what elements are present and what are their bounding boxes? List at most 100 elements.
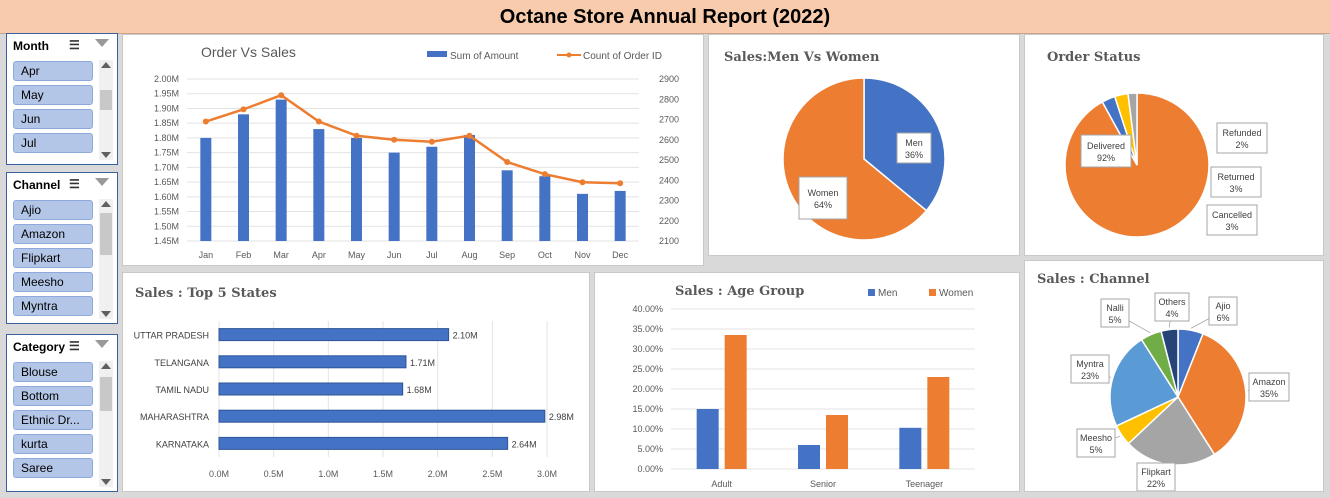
- slicer-item-apr[interactable]: Apr: [13, 61, 93, 81]
- multi-select-icon[interactable]: ☰: [69, 177, 80, 191]
- x-tick-label: Teenager: [906, 479, 944, 489]
- orders-point-nov: [579, 179, 586, 186]
- channel-slicer[interactable]: Channel ☰ Ajio Amazon Flipkart Meesho My…: [6, 172, 118, 324]
- x-tick-label: Aug: [461, 250, 477, 260]
- data-label-delivered-box: [1080, 134, 1132, 168]
- scroll-thumb[interactable]: [100, 377, 112, 411]
- plot-area: 0.0M 0.5M 1.0M 1.5M 2.0M 2.5M 3.0M UTTAR PRADES…: [134, 321, 574, 479]
- y-tick-label: 1.55M: [154, 207, 179, 217]
- slicer-item-kurta[interactable]: kurta: [13, 434, 93, 454]
- y-tick-label: 2.00M: [154, 74, 179, 84]
- order-vs-sales-chart[interactable]: Order Vs Sales Sum of Amount Count of Or…: [122, 34, 704, 266]
- slicer-item-jun[interactable]: Jun: [13, 109, 93, 129]
- data-label-myntra-box: [1070, 354, 1110, 384]
- orders-point-feb: [240, 106, 247, 113]
- slicer-header: Channel ☰: [7, 173, 117, 197]
- y-tick-label: 0.00%: [637, 464, 663, 474]
- multi-select-icon[interactable]: ☰: [69, 38, 80, 52]
- slicer-item-meesho[interactable]: Meesho: [13, 272, 93, 292]
- legend-swatch-men: [868, 289, 875, 296]
- data-label-tamil-nadu: 1.68M: [407, 385, 432, 395]
- data-label-nalli-box: [1100, 298, 1130, 328]
- channel-slicer-scrollbar[interactable]: [99, 199, 113, 319]
- men-vs-women-chart[interactable]: Sales:Men Vs Women Men 36% Women 64%: [708, 34, 1020, 256]
- legend-marker-orders: [566, 52, 572, 58]
- slicer-item-blouse[interactable]: Blouse: [13, 362, 93, 382]
- slicer-item-flipkart[interactable]: Flipkart: [13, 248, 93, 268]
- slicer-item-saree[interactable]: Saree: [13, 458, 93, 478]
- slicer-item-myntra[interactable]: Myntra: [13, 296, 93, 316]
- y2-tick-label: 2900: [659, 74, 679, 84]
- slicer-item-may[interactable]: May: [13, 85, 93, 105]
- top-states-chart[interactable]: Sales : Top 5 States 0.0M 0.5M 1.0M 1.5M 2.0…: [122, 272, 590, 492]
- sales-channel-chart[interactable]: Sales : Channel Ajio 6% Amazon 35% Flipkart 2…: [1024, 260, 1324, 492]
- bar-oct: [539, 176, 551, 241]
- bar-uttar-pradesh: [218, 328, 450, 342]
- bar-senior-women: [826, 415, 848, 469]
- slicer-item-amazon[interactable]: Amazon: [13, 224, 93, 244]
- clear-filter-icon[interactable]: [95, 340, 109, 348]
- data-label-women-box: [798, 176, 848, 220]
- category-slicer-scrollbar[interactable]: [99, 361, 113, 487]
- x-tick-label: Nov: [574, 250, 591, 260]
- y-tick-label: 1.50M: [154, 221, 179, 231]
- y-tick-label: KARNATAKA: [156, 439, 209, 449]
- age-group-chart[interactable]: Sales : Age Group Men Women 40.00% 35.00%…: [594, 272, 1020, 492]
- chart-title: Order Status: [1047, 50, 1141, 65]
- data-label-maharashtra: 2.98M: [549, 412, 574, 422]
- y-tick-label: 1.75M: [154, 148, 179, 158]
- scroll-down-icon[interactable]: [101, 152, 111, 158]
- y-tick-label: MAHARASHTRA: [140, 412, 209, 422]
- y-tick-label: 1.80M: [154, 133, 179, 143]
- x-tick-label: May: [348, 250, 366, 260]
- bar-teenager-women: [927, 377, 950, 469]
- data-label-men-pct: 36%: [905, 150, 923, 160]
- bar-nov: [577, 193, 588, 241]
- data-label-nalli-pct: 5%: [1108, 315, 1121, 325]
- orders-point-dec: [617, 180, 624, 187]
- order-status-chart[interactable]: Order Status Delivered 92% Refunded 2% Retur…: [1024, 34, 1324, 256]
- data-label-others-label: Others: [1158, 297, 1186, 307]
- y-tick-label: 1.60M: [154, 192, 179, 202]
- slicer-item-ajio[interactable]: Ajio: [13, 200, 93, 220]
- scroll-thumb[interactable]: [100, 213, 112, 255]
- scroll-down-icon[interactable]: [101, 311, 111, 317]
- scroll-up-icon[interactable]: [101, 363, 111, 369]
- bar-aug: [464, 134, 475, 241]
- bar-jan: [200, 137, 212, 241]
- bar-may: [351, 137, 362, 241]
- slicer-header: Category ☰: [7, 335, 117, 359]
- orders-point-oct: [541, 171, 548, 178]
- y2-tick-label: 2200: [659, 216, 679, 226]
- multi-select-icon[interactable]: ☰: [69, 339, 80, 353]
- data-label-flipkart-pct: 22%: [1147, 479, 1165, 489]
- orders-point-jun: [391, 136, 398, 143]
- slicer-item-ethnic-dress[interactable]: Ethnic Dr...: [13, 410, 93, 430]
- data-label-nalli-label: Nalli: [1106, 303, 1124, 313]
- scroll-up-icon[interactable]: [101, 62, 111, 68]
- y-tick-label: 15.00%: [632, 404, 663, 414]
- month-slicer-scrollbar[interactable]: [99, 60, 113, 160]
- y-tick-label: 1.45M: [154, 236, 179, 246]
- x-tick-label: 2.5M: [482, 469, 502, 479]
- orders-line: [205, 93, 621, 185]
- slicer-item-jul[interactable]: Jul: [13, 133, 93, 153]
- data-label-others-box: [1154, 292, 1190, 322]
- age-group-svg: Men Women 40.00% 35.00% 30.00% 25.00% 20.00%…: [632, 288, 975, 489]
- channel-slicer-title: Channel: [13, 178, 61, 192]
- month-slicer[interactable]: Month ☰ Apr May Jun Jul: [6, 33, 118, 165]
- bar-senior-men: [798, 445, 820, 469]
- scroll-up-icon[interactable]: [101, 201, 111, 207]
- y-tick-label: 10.00%: [632, 424, 663, 434]
- data-label-meesho-pct: 5%: [1089, 445, 1102, 455]
- y-tick-label: 5.00%: [637, 444, 663, 454]
- y-tick-label: UTTAR PRADESH: [134, 331, 209, 341]
- scroll-down-icon[interactable]: [101, 479, 111, 485]
- scroll-thumb[interactable]: [100, 90, 112, 110]
- slicer-item-bottom[interactable]: Bottom: [13, 386, 93, 406]
- clear-filter-icon[interactable]: [95, 39, 109, 47]
- data-label-uttar-pradesh: 2.10M: [453, 331, 478, 341]
- category-slicer[interactable]: Category ☰ Blouse Bottom Ethnic Dr... ku…: [6, 334, 118, 492]
- clear-filter-icon[interactable]: [95, 178, 109, 186]
- legend-label-amount: Sum of Amount: [450, 51, 519, 62]
